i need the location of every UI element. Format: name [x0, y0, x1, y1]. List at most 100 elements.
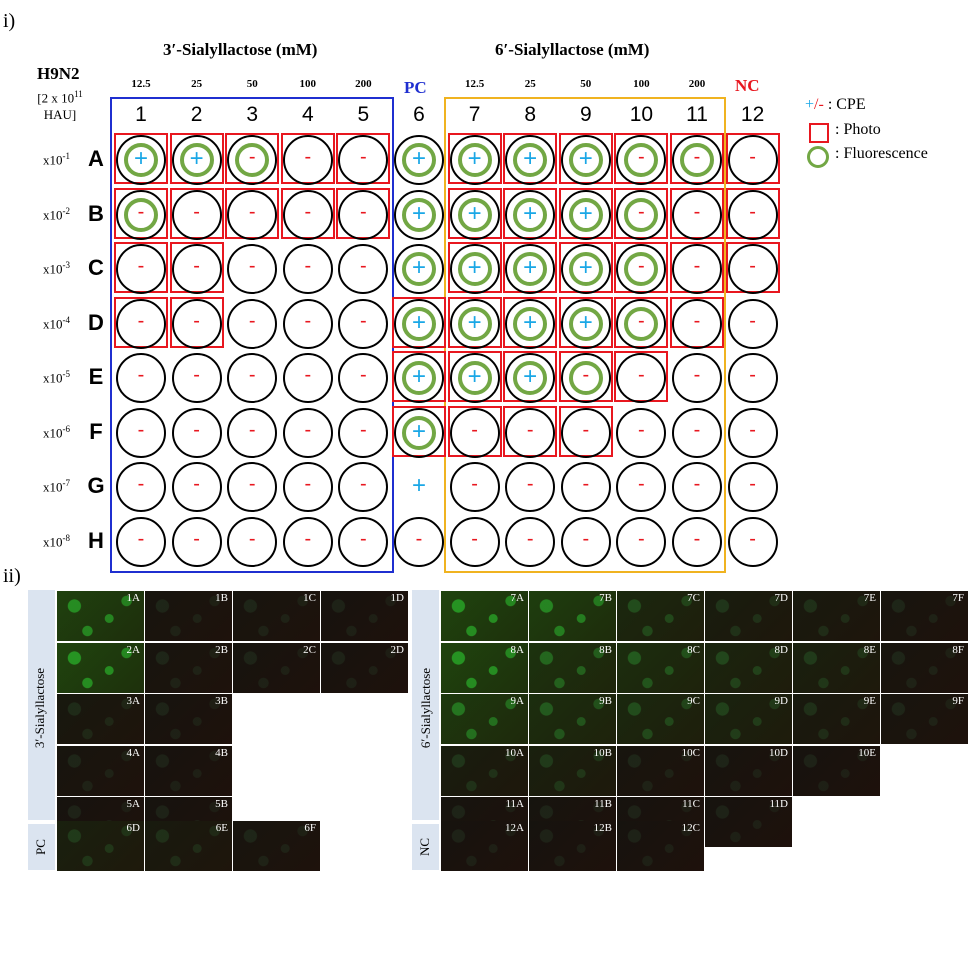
cpe-plus: + — [411, 363, 426, 390]
well — [505, 298, 556, 349]
micrograph-label: 3B — [215, 695, 228, 707]
cpe-plus: + — [411, 145, 426, 172]
fluorescence-ring — [624, 143, 659, 177]
well — [560, 353, 611, 403]
micrograph-tile: 9A — [441, 694, 528, 744]
micrograph-tile: 11D — [705, 797, 792, 847]
cpe-minus: - — [749, 473, 756, 495]
well-plate: 12.5 25 50 100 200 12.5 25 50 100 200 1 2 3 4 5 6 7 8 9 10 1… — [43, 78, 780, 573]
dilution-label: x10-5 — [43, 369, 70, 386]
concentration-label: 25 — [191, 78, 203, 90]
column-number: 5 — [357, 103, 370, 126]
micrograph-tile: 10B — [529, 745, 616, 796]
micrograph-tile: 8F — [881, 642, 968, 693]
well — [171, 353, 222, 403]
fluorescence-ring — [568, 252, 603, 286]
micrograph-tile: 6F — [233, 821, 320, 871]
fluorescence-ring — [513, 306, 548, 341]
cpe-minus: - — [193, 200, 200, 223]
cpe-minus: - — [360, 527, 367, 550]
cpe-minus: - — [693, 364, 701, 386]
well — [282, 135, 333, 185]
cpe-minus: - — [582, 527, 590, 550]
fluorescence-ring — [457, 197, 492, 232]
fluorescence-ring — [624, 306, 659, 341]
dilution-exponent: -4 — [62, 314, 71, 325]
micrograph-label: 11D — [769, 798, 788, 810]
well — [672, 516, 722, 567]
column-number: 8 — [524, 103, 537, 126]
concentration-label: 200 — [688, 78, 706, 90]
well — [282, 516, 333, 567]
well — [282, 244, 333, 294]
well — [672, 298, 722, 349]
header-nc: NC — [735, 76, 760, 95]
micrograph-tile: 9B — [529, 694, 616, 744]
well — [338, 189, 389, 240]
sidebar-6sl — [412, 590, 439, 820]
micrograph-label: 10E — [858, 746, 876, 759]
micrograph-label: 1D — [390, 592, 404, 604]
row-letter: H — [88, 527, 104, 553]
micrograph-label: 7B — [599, 592, 612, 604]
well — [727, 298, 778, 349]
cpe-minus: - — [304, 364, 312, 386]
well — [338, 516, 389, 567]
well — [171, 462, 222, 512]
micrograph-tile: 3A — [57, 694, 144, 744]
micrograph-label: 7F — [952, 592, 964, 604]
well — [227, 516, 278, 567]
micrograph-tile: 2B — [145, 642, 232, 693]
dilution-base: x10 — [43, 152, 63, 168]
cpe-minus: - — [360, 255, 367, 277]
micrograph-label: 10B — [593, 746, 612, 759]
column-number: 4 — [301, 103, 314, 126]
cpe-minus: - — [304, 309, 312, 332]
virus-dose-exponent: 11 — [74, 89, 83, 99]
micrograph-label: 11C — [682, 798, 700, 810]
micrograph-label: 9D — [774, 695, 788, 707]
legend-fluorescence-icon — [807, 146, 829, 168]
sidebar-pc — [28, 824, 55, 870]
micrograph-label: 6D — [126, 822, 140, 834]
micrograph-tile: 6D — [57, 821, 144, 871]
well — [394, 244, 444, 294]
micrograph-label: 7D — [774, 592, 788, 604]
cpe-minus: - — [471, 418, 478, 441]
well — [672, 462, 722, 512]
micrograph-label: 5A — [126, 798, 140, 810]
micrograph-tile: 6E — [145, 821, 232, 871]
fluorescence-ring — [568, 306, 603, 341]
cpe-minus: - — [248, 200, 256, 223]
header-pc: PC — [404, 78, 427, 97]
cpe-minus: - — [137, 527, 145, 550]
dilution-base: x10 — [43, 206, 63, 222]
micrograph-label: 8C — [687, 643, 700, 656]
micrograph-label: 4A — [126, 746, 140, 759]
cpe-minus: - — [248, 309, 256, 332]
micrograph-label: 8A — [510, 643, 524, 656]
micrograph-label: 9F — [952, 695, 964, 707]
cpe-plus: + — [189, 145, 204, 172]
cpe-minus: - — [193, 527, 200, 550]
cpe-minus: - — [193, 364, 200, 386]
micrograph-tile: 12A — [441, 821, 528, 871]
cpe-minus: - — [749, 146, 756, 168]
micrograph-tile: 7D — [705, 591, 792, 641]
cpe-plus: + — [578, 308, 593, 336]
micrograph-tile: 2D — [321, 642, 408, 693]
well — [727, 189, 778, 240]
micrograph-label: 6F — [304, 822, 316, 834]
well — [394, 516, 444, 567]
well — [449, 244, 500, 294]
fluorescence-ring — [680, 143, 714, 177]
well — [727, 407, 778, 458]
fluorescence-ring — [457, 306, 492, 341]
concentration-label: 100 — [633, 78, 650, 90]
well — [727, 462, 778, 512]
well — [171, 244, 222, 294]
micrograph-tile: 10E — [793, 745, 880, 796]
well — [616, 353, 667, 403]
micrograph-label: 3A — [126, 695, 140, 707]
fluorescence-ring — [624, 252, 659, 286]
